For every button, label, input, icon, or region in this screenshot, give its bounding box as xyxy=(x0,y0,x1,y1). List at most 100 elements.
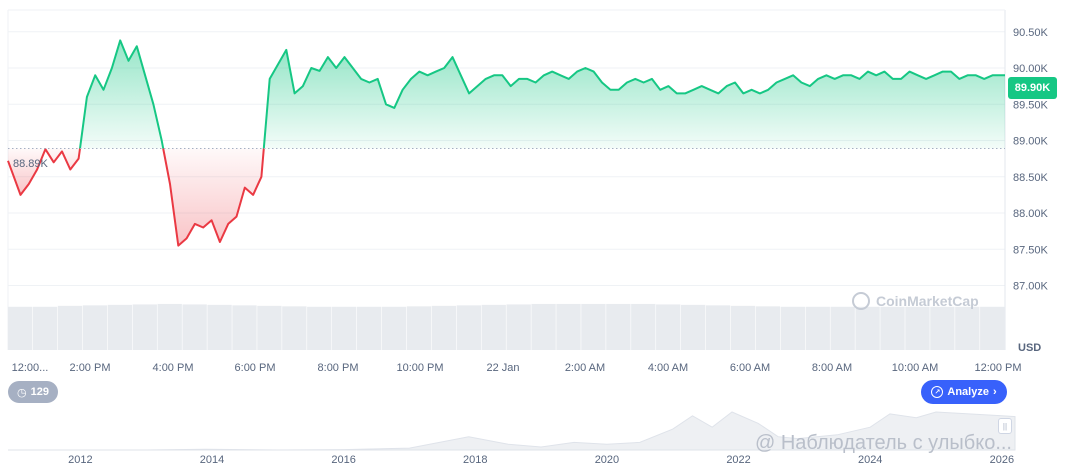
price-line-down xyxy=(7,148,81,196)
volume-bar xyxy=(980,306,1005,350)
price-point xyxy=(294,93,296,95)
watermark: CoinMarketCap xyxy=(852,292,979,310)
price-point xyxy=(78,158,80,160)
price-point xyxy=(236,216,238,218)
volume-bar xyxy=(356,306,382,350)
price-point xyxy=(144,74,146,76)
volume-bar xyxy=(506,304,531,350)
navigator-tick-label: 2016 xyxy=(331,454,355,466)
volume-bar xyxy=(905,306,930,350)
volume-bar xyxy=(556,303,581,350)
y-tick-label: 89.00K xyxy=(1013,136,1049,148)
area-above-baseline xyxy=(263,49,1005,149)
price-point xyxy=(369,82,371,84)
x-tick-label: 2:00 AM xyxy=(565,362,605,374)
price-point xyxy=(103,89,105,91)
drag-handle-icon[interactable]: || xyxy=(998,418,1012,434)
price-point xyxy=(161,140,163,142)
x-tick-label: 4:00 PM xyxy=(153,362,194,374)
price-point xyxy=(950,71,952,73)
price-point xyxy=(983,78,985,80)
navigator-tick-label: 2014 xyxy=(200,454,224,466)
price-point xyxy=(626,82,628,84)
price-point xyxy=(892,78,894,80)
history-count: 129 xyxy=(30,386,49,398)
price-point xyxy=(543,74,545,76)
volume-bar xyxy=(282,306,307,350)
price-point xyxy=(286,49,288,51)
price-point xyxy=(402,89,404,91)
x-tick-label: 6:00 AM xyxy=(730,362,770,374)
price-point xyxy=(86,96,88,98)
navigator-tick-label: 2012 xyxy=(68,454,92,466)
y-tick-label: 88.00K xyxy=(1013,208,1049,220)
x-tick-label: 4:00 AM xyxy=(648,362,688,374)
price-point xyxy=(618,89,620,91)
navigator-tick-label: 2020 xyxy=(595,454,619,466)
price-point xyxy=(394,107,396,109)
y-tick-label: 90.50K xyxy=(1013,27,1049,39)
coinmarketcap-logo-icon xyxy=(852,292,870,310)
price-point xyxy=(128,60,130,62)
navigator-tick-label: 2024 xyxy=(858,454,882,466)
volume-bar xyxy=(755,306,781,350)
price-line-up xyxy=(79,39,165,149)
x-tick-label: 10:00 PM xyxy=(396,362,443,374)
price-point xyxy=(418,71,420,73)
price-point xyxy=(252,194,254,196)
price-point xyxy=(917,74,919,76)
price-point xyxy=(435,71,437,73)
price-point xyxy=(576,71,578,73)
price-point xyxy=(560,74,562,76)
price-point xyxy=(335,67,337,69)
history-badge[interactable]: ◷ 129 xyxy=(8,381,58,403)
price-point xyxy=(850,74,852,76)
price-point xyxy=(742,93,744,95)
volume-bar xyxy=(57,305,83,350)
price-point xyxy=(875,74,877,76)
price-point xyxy=(651,78,653,80)
price-point xyxy=(975,74,977,76)
y-tick-label: 87.50K xyxy=(1013,244,1049,256)
analyze-button[interactable]: ↗ Analyze › xyxy=(921,380,1007,404)
price-point xyxy=(967,74,969,76)
price-point xyxy=(643,82,645,84)
price-point xyxy=(801,82,803,84)
volume-bar xyxy=(730,305,756,350)
navigator[interactable]: 2012 2014 2016 2018 2020 2022 2024 2026 xyxy=(8,411,1016,466)
volume-bar xyxy=(855,306,880,350)
price-point xyxy=(634,78,636,80)
price-point xyxy=(526,78,528,80)
price-point xyxy=(959,78,961,80)
x-tick-label: 2:00 PM xyxy=(70,362,111,374)
price-area-layer xyxy=(8,40,1005,246)
y-axis: 90.50K 90.00K 89.50K 89.00K 88.50K 88.00K 87.5… xyxy=(1013,27,1049,293)
volume-bar xyxy=(930,306,955,350)
area-below-baseline xyxy=(8,148,80,195)
price-point xyxy=(659,89,661,91)
price-line-down xyxy=(162,148,265,247)
volume-bar xyxy=(157,303,182,350)
price-point xyxy=(169,183,171,185)
price-point xyxy=(759,93,761,95)
x-axis: 12:00... 2:00 PM 4:00 PM 6:00 PM 8:00 PM 10:0… xyxy=(12,362,1022,374)
price-point xyxy=(817,78,819,80)
price-point xyxy=(900,78,902,80)
price-point xyxy=(178,245,180,247)
volume-bar xyxy=(606,303,631,350)
price-point xyxy=(601,82,603,84)
currency-label: USD xyxy=(1018,342,1042,354)
price-point xyxy=(61,151,63,153)
price-point xyxy=(568,78,570,80)
volume-bar xyxy=(531,303,556,350)
price-point xyxy=(593,71,595,73)
price-point xyxy=(227,223,229,225)
price-point xyxy=(684,93,686,95)
volume-bar xyxy=(431,305,457,350)
price-point xyxy=(992,74,994,76)
price-point xyxy=(585,67,587,69)
price-point xyxy=(925,78,927,80)
price-point xyxy=(310,67,312,69)
price-point xyxy=(202,227,204,229)
